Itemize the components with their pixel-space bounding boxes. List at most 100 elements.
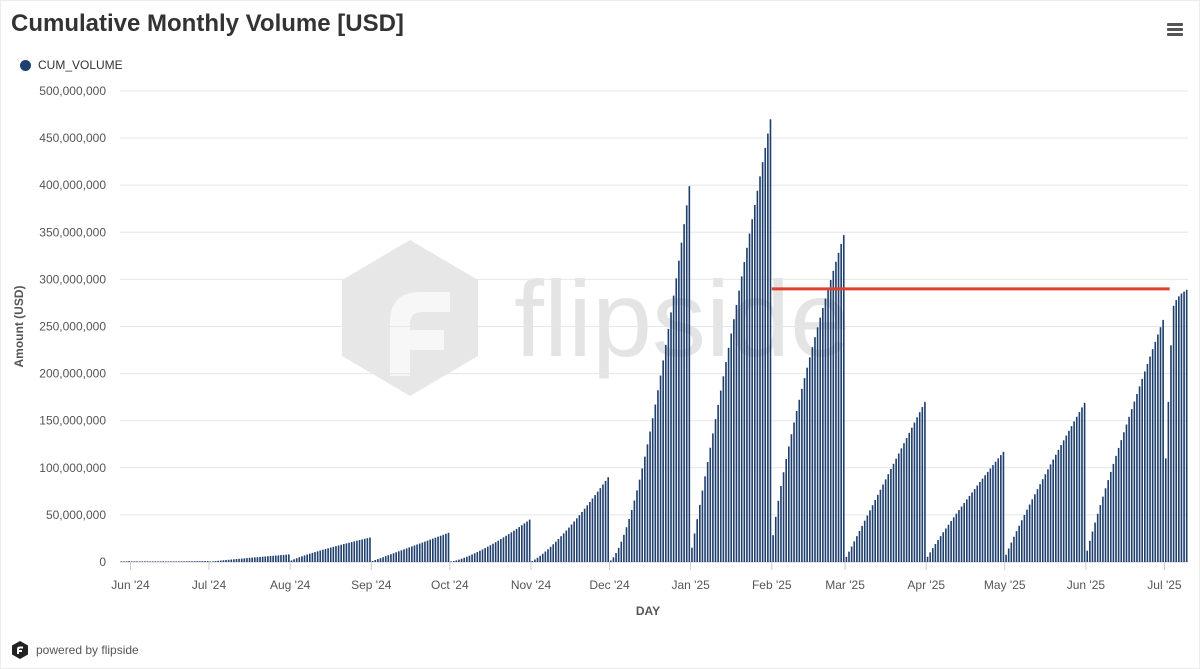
bar [1028, 504, 1031, 562]
bar [264, 556, 267, 562]
bar [986, 471, 989, 562]
bar [337, 545, 340, 562]
flipside-logo-icon [12, 641, 28, 659]
bar [808, 357, 811, 562]
bar [685, 205, 688, 562]
bar [709, 447, 712, 562]
bar [301, 556, 303, 562]
bar [272, 555, 274, 562]
bar [793, 422, 795, 562]
bar [858, 531, 861, 562]
bar [968, 495, 971, 562]
bar [1034, 494, 1036, 562]
bar [617, 547, 620, 562]
bar [827, 289, 829, 562]
bar [243, 558, 246, 562]
bar [1157, 334, 1159, 562]
bar [918, 412, 921, 562]
bar [727, 347, 730, 562]
bar [1109, 471, 1112, 562]
bar [497, 540, 500, 562]
bar [777, 500, 780, 562]
bar [1091, 531, 1094, 562]
bar [403, 549, 405, 562]
bar [1141, 378, 1143, 562]
bar [366, 538, 369, 562]
bar [612, 557, 615, 562]
x-tick-label: May '25 [984, 578, 1026, 592]
hamburger-menu-icon[interactable] [1161, 18, 1191, 42]
bar [829, 279, 832, 562]
bar [473, 553, 476, 562]
bar [772, 535, 774, 562]
bar [934, 544, 937, 562]
bar [238, 558, 240, 562]
bar [1099, 505, 1102, 562]
bar [1128, 416, 1130, 562]
bar [432, 538, 434, 562]
bar [361, 539, 363, 562]
bar [850, 546, 853, 562]
bar [751, 219, 753, 563]
bar [175, 561, 178, 562]
bar [267, 556, 269, 562]
bar [290, 560, 293, 562]
bar [782, 472, 785, 562]
bar [801, 388, 803, 562]
bar [819, 317, 822, 562]
bar [719, 390, 722, 562]
bar [1149, 356, 1151, 562]
y-tick-label: 0 [99, 555, 106, 569]
bar [657, 390, 659, 562]
bar [246, 558, 248, 562]
bar-series-cum-volume [120, 119, 1188, 563]
bar [1002, 451, 1005, 562]
bar [332, 546, 335, 562]
bar [620, 541, 623, 562]
bar [1041, 479, 1044, 562]
bar [340, 544, 342, 562]
bar [209, 561, 212, 562]
legend-item-cum-volume[interactable]: CUM_VOLUME [20, 56, 123, 74]
legend-marker [20, 59, 31, 71]
y-tick-label: 200,000,000 [39, 367, 106, 381]
bar [293, 559, 295, 562]
bar [845, 556, 848, 562]
bar [528, 519, 531, 562]
bar [1133, 401, 1136, 562]
bar [748, 233, 751, 562]
bar [384, 556, 387, 562]
bar [183, 561, 185, 562]
y-tick-label: 300,000,000 [39, 272, 106, 286]
y-tick-label: 350,000,000 [39, 225, 106, 239]
bar [1065, 435, 1068, 562]
bar [424, 541, 426, 562]
bar [955, 513, 958, 562]
bar [874, 500, 876, 562]
bar [217, 560, 219, 562]
bar [130, 561, 133, 562]
bar [578, 515, 581, 562]
bar [1162, 319, 1164, 562]
y-tick-label: 150,000,000 [39, 414, 106, 428]
bar [769, 119, 772, 562]
bar [683, 224, 685, 562]
bar [1015, 531, 1018, 562]
bar [466, 556, 468, 562]
bar [1167, 401, 1170, 562]
y-axis-title: Amount (USD) [12, 286, 26, 368]
bar [418, 543, 421, 562]
bar [1057, 449, 1060, 562]
bar [413, 545, 416, 562]
bar [526, 521, 528, 562]
bar [976, 485, 979, 562]
bar [706, 462, 709, 562]
bar [599, 488, 602, 562]
bar [204, 561, 206, 562]
bar [471, 554, 473, 562]
bar [879, 489, 882, 562]
x-tick-label: Jul '25 [1147, 578, 1182, 592]
bar [890, 469, 892, 562]
bar [1144, 371, 1146, 562]
bar [1049, 464, 1052, 562]
